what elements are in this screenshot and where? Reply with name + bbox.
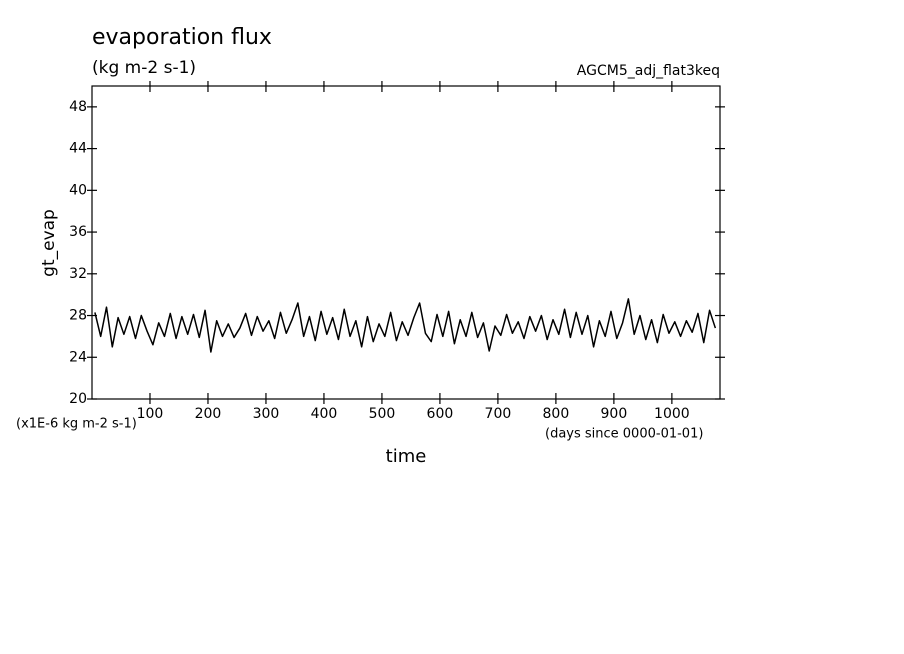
x-axis-label: time <box>386 446 427 467</box>
x-tick-label: 300 <box>253 406 280 422</box>
x-tick-label: 400 <box>311 406 338 422</box>
x-unit-label: (days since 0000-01-01) <box>545 427 703 442</box>
annotation: AGCM5_adj_flat3keq <box>577 63 720 79</box>
x-tick-label: 800 <box>543 406 570 422</box>
x-tick-label: 1000 <box>654 406 690 422</box>
y-axis-label: gt_evap <box>39 209 59 277</box>
data-line <box>94 298 717 353</box>
y-tick-label: 24 <box>69 349 87 365</box>
x-tick-label: 900 <box>601 406 628 422</box>
y-tick-label: 40 <box>69 182 87 198</box>
chart-title: evaporation flux <box>92 25 272 50</box>
y-tick-label: 44 <box>69 141 87 157</box>
x-tick-label: 200 <box>195 406 222 422</box>
x-tick-label: 500 <box>369 406 396 422</box>
y-tick-label: 36 <box>69 224 87 240</box>
x-tick-label: 100 <box>137 406 164 422</box>
y-unit-label: (x1E-6 kg m-2 s-1) <box>16 417 137 432</box>
chart-subtitle: (kg m-2 s-1) <box>92 58 196 78</box>
y-tick-label: 28 <box>69 308 87 324</box>
plot-frame <box>91 85 721 400</box>
y-tick-label: 48 <box>69 99 87 115</box>
x-tick-label: 600 <box>427 406 454 422</box>
x-tick-label: 700 <box>485 406 512 422</box>
y-tick-label: 20 <box>69 391 87 407</box>
y-tick-label: 32 <box>69 266 87 282</box>
